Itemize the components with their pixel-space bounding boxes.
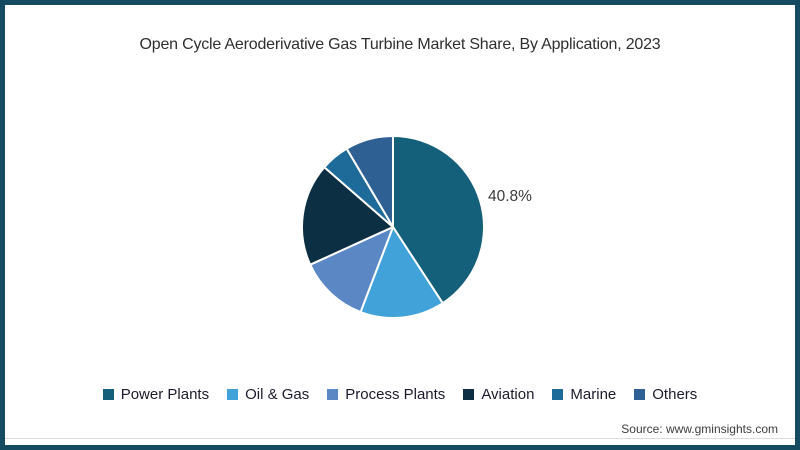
pie-chart [278, 112, 508, 342]
legend-item-others: Others [634, 386, 697, 403]
legend-swatch-power-plants [102, 389, 114, 400]
legend-swatch-oil-gas [227, 389, 239, 400]
legend-swatch-marine [552, 389, 564, 400]
pie-slice-process-plants [309, 226, 394, 314]
chart-title: Open Cycle Aeroderivative Gas Turbine Ma… [139, 36, 661, 53]
data-label-power-plants: 40.8% [488, 188, 532, 205]
legend: Power Plants Oil & Gas Process Plants Aviat… [5, 386, 795, 403]
legend-swatch-process-plants [327, 389, 339, 400]
legend-label-others: Others [652, 386, 698, 403]
legend-swatch-others [634, 389, 646, 400]
pie-slice-aviation [301, 166, 394, 266]
footer-divider [5, 438, 795, 439]
source-credit: Source: www.gminsights.com [621, 422, 778, 436]
legend-label-power-plants: Power Plants [120, 386, 210, 403]
pie-slice-others [345, 135, 394, 228]
legend-label-aviation: Aviation [481, 386, 535, 403]
legend-item-oil-gas: Oil & Gas [227, 386, 309, 403]
legend-item-process-plants: Process Plants [327, 386, 445, 403]
legend-item-aviation: Aviation [463, 386, 534, 403]
pie-slice-oil-gas [359, 226, 444, 319]
legend-label-process-plants: Process Plants [345, 386, 446, 403]
legend-item-power-plants: Power Plants [102, 386, 210, 403]
pie-svg [301, 135, 485, 319]
legend-item-marine: Marine [552, 386, 616, 403]
legend-swatch-aviation [463, 389, 475, 400]
legend-label-marine: Marine [570, 386, 617, 403]
legend-label-oil-gas: Oil & Gas [245, 386, 310, 403]
